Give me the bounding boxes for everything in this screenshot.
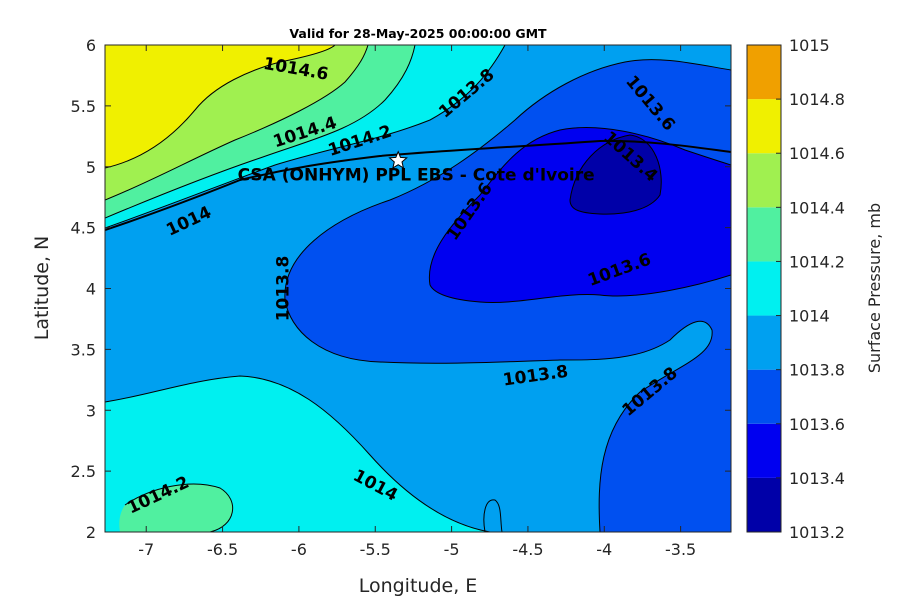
colorbar-tick-label: 1014.2 [789,252,845,271]
level-fill-1014.6 [105,45,335,168]
colorbar-tick-label: 1014 [789,307,830,326]
x-tick-label: -3.5 [665,540,696,559]
colorbar-tick-label: 1015 [789,36,830,55]
colorbar-swatch [747,45,781,100]
y-tick-label: 2 [86,523,96,542]
x-tick-label: -4.5 [512,540,543,559]
x-tick-label: -5.5 [360,540,391,559]
colorbar-tick-label: 1014.6 [789,144,845,163]
contour-line-1014.2-south [124,483,234,532]
contour-lines [105,45,731,532]
contour-label: 1013.8 [274,256,294,322]
colorbar-tick-label: 1014.8 [789,90,845,109]
colorbar-title: Surface Pressure, mb [865,203,884,373]
contour-line-tongue [483,499,503,532]
y-tick-label: 4.5 [71,219,96,238]
colorbar: 1013.2 1013.4 1013.6 1013.8 1014 1014.2 1014.4… [746,36,845,542]
contour-line-1014.6 [105,45,336,169]
level-fill-1014.2-south [119,484,233,532]
y-axis: 2 2.5 3 3.5 4 4.5 5 5.5 6 [71,36,731,542]
colorbar-swatch [747,207,781,262]
contour-line-1014-north [105,45,506,229]
x-axis: -7 -6.5 -6 -5.5 -5 -4.5 -4 -3.5 [138,45,696,559]
contour-fill [105,45,731,532]
y-tick-label: 5.5 [71,97,96,116]
coastline [105,139,731,231]
y-tick-label: 2.5 [71,462,96,481]
y-axis-label: Latitude, N [31,236,53,341]
chart-title: Valid for 28-May-2025 00:00:00 GMT [289,26,547,41]
site-marker-group: CSA (ONHYM) PPL EBS - Cote d'Ivoire [238,150,595,186]
colorbar-tick-label: 1013.8 [789,361,845,380]
contour-line-1014-south [105,375,491,532]
x-tick-label: -6 [291,540,307,559]
contour-line-1013.2 [569,134,662,215]
colorbar-swatch [747,153,781,208]
y-tick-label: 4 [86,280,96,299]
contour-line-1014.2-north [105,45,416,219]
contour-line-1013.6-north [284,59,731,301]
colorbar-frame [746,44,782,533]
level-fill-tongue [483,499,502,532]
colorbar-swatch [747,369,781,424]
colorbar-tick-label: 1013.4 [789,469,845,488]
contour-line-1013.8-south [284,299,713,532]
level-fill-1013.2 [570,135,662,215]
colorbar-swatch [747,477,781,532]
colorbar-tick-label: 1013.6 [789,415,845,434]
colorbar-swatch [747,315,781,370]
x-tick-label: -7 [138,540,154,559]
colorbar-swatch [747,423,781,478]
x-tick-label: -4 [596,540,612,559]
colorbar-swatch [747,99,781,154]
contour-line-1014.4 [105,45,369,201]
y-tick-label: 3.5 [71,340,96,359]
colorbar-swatch [747,261,781,316]
x-tick-label: -5 [444,540,460,559]
y-tick-label: 6 [86,36,96,55]
colorbar-tick-label: 1014.4 [789,198,845,217]
x-axis-label: Longitude, E [359,575,478,597]
colorbar-tick-label: 1013.2 [789,523,845,542]
contour-line-1013.4-north [428,127,731,286]
coastline-path [105,139,731,231]
site-label: CSA (ONHYM) PPL EBS - Cote d'Ivoire [238,166,595,186]
y-tick-label: 3 [86,401,96,420]
x-tick-label: -6.5 [207,540,238,559]
y-tick-label: 5 [86,158,96,177]
contour-line-1013.4-south [429,274,731,303]
site-star-icon [388,150,408,169]
